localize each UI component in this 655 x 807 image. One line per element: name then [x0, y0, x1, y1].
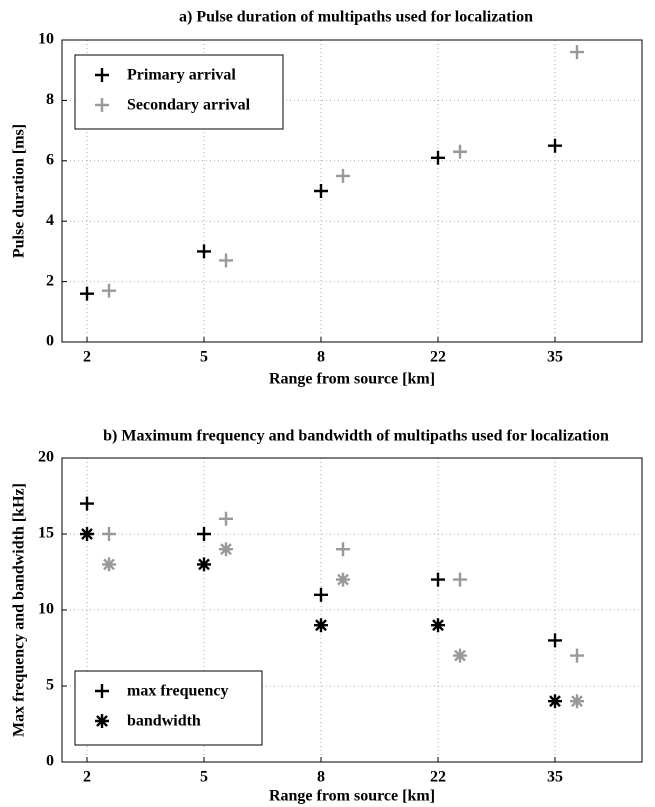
- y-tick-label: 10: [38, 601, 54, 618]
- x-tick-label: 2: [83, 769, 91, 786]
- x-axis-label: Range from source [km]: [269, 788, 435, 805]
- data-point: [453, 144, 467, 159]
- x-tick-label: 35: [547, 769, 563, 786]
- data-point: [453, 648, 467, 663]
- y-axis-label: Max frequency and bandwidth [kHz]: [11, 483, 28, 737]
- data-point: [80, 496, 94, 511]
- legend-box: [74, 54, 284, 130]
- data-point: [336, 542, 350, 557]
- y-tick-label: 5: [46, 677, 54, 694]
- data-point: [314, 618, 328, 633]
- data-point: [431, 618, 445, 633]
- data-point: [314, 184, 328, 198]
- legend-label: max frequency: [127, 683, 228, 700]
- x-tick-label: 22: [430, 349, 446, 366]
- data-point: [219, 253, 233, 268]
- x-tick-label: 8: [317, 349, 325, 366]
- y-tick-label: 0: [46, 753, 54, 770]
- data-point: [197, 557, 211, 572]
- x-axis-label: Range from source [km]: [269, 371, 435, 388]
- data-point: [102, 527, 116, 541]
- x-tick-label: 5: [200, 349, 208, 366]
- x-tick-label: 2: [83, 349, 91, 366]
- data-point: [219, 542, 233, 557]
- data-point: [336, 572, 350, 587]
- data-point: [431, 572, 445, 587]
- data-point: [570, 45, 584, 60]
- legend: max frequency bandwidth: [74, 670, 263, 746]
- plot-frame: [61, 39, 643, 343]
- y-tick-label: 0: [46, 333, 54, 350]
- data-point: [570, 648, 584, 663]
- data-point: [548, 138, 562, 153]
- x-tick-label: 35: [547, 349, 563, 366]
- legend-label: Primary arrival: [127, 67, 236, 84]
- legend-marker: [95, 98, 109, 112]
- x-tick-label: 5: [200, 769, 208, 786]
- chart: a) Pulse duration of multipaths used for…: [11, 9, 643, 388]
- data-point: [219, 511, 233, 526]
- legend-marker: [95, 684, 109, 698]
- data-point: [548, 694, 562, 709]
- data-point: [102, 283, 116, 298]
- y-tick-label: 20: [38, 449, 54, 466]
- y-tick-label: 8: [46, 91, 54, 108]
- data-point: [570, 694, 584, 709]
- data-point: [431, 150, 445, 165]
- legend-label: Secondary arrival: [127, 97, 251, 114]
- legend-box: [74, 670, 263, 746]
- y-tick-label: 15: [38, 525, 54, 542]
- data-point: [80, 286, 94, 301]
- data-point: [102, 557, 116, 572]
- chart-title: b) Maximum frequency and bandwidth of mu…: [103, 428, 609, 445]
- y-tick-label: 2: [46, 272, 54, 289]
- data-point: [453, 572, 467, 587]
- legend: Primary arrival Secondary arrival: [74, 54, 284, 130]
- y-tick-label: 4: [46, 212, 54, 229]
- legend-label: bandwidth: [127, 713, 201, 730]
- legend-marker: [95, 68, 109, 82]
- data-point: [314, 587, 328, 602]
- plot-frame: [61, 457, 643, 763]
- data-point: [197, 244, 211, 259]
- x-tick-label: 8: [317, 769, 325, 786]
- data-point: [336, 168, 350, 183]
- data-point: [80, 527, 94, 541]
- data-point: [548, 633, 562, 648]
- y-tick-label: 10: [38, 31, 54, 48]
- legend-marker: [95, 714, 109, 728]
- chart-title: a) Pulse duration of multipaths used for…: [179, 9, 533, 26]
- chart: b) Maximum frequency and bandwidth of mu…: [11, 428, 643, 805]
- y-tick-label: 6: [46, 151, 54, 168]
- x-tick-label: 22: [430, 769, 446, 786]
- data-point: [197, 527, 211, 541]
- y-axis-label: Pulse duration [ms]: [11, 124, 28, 258]
